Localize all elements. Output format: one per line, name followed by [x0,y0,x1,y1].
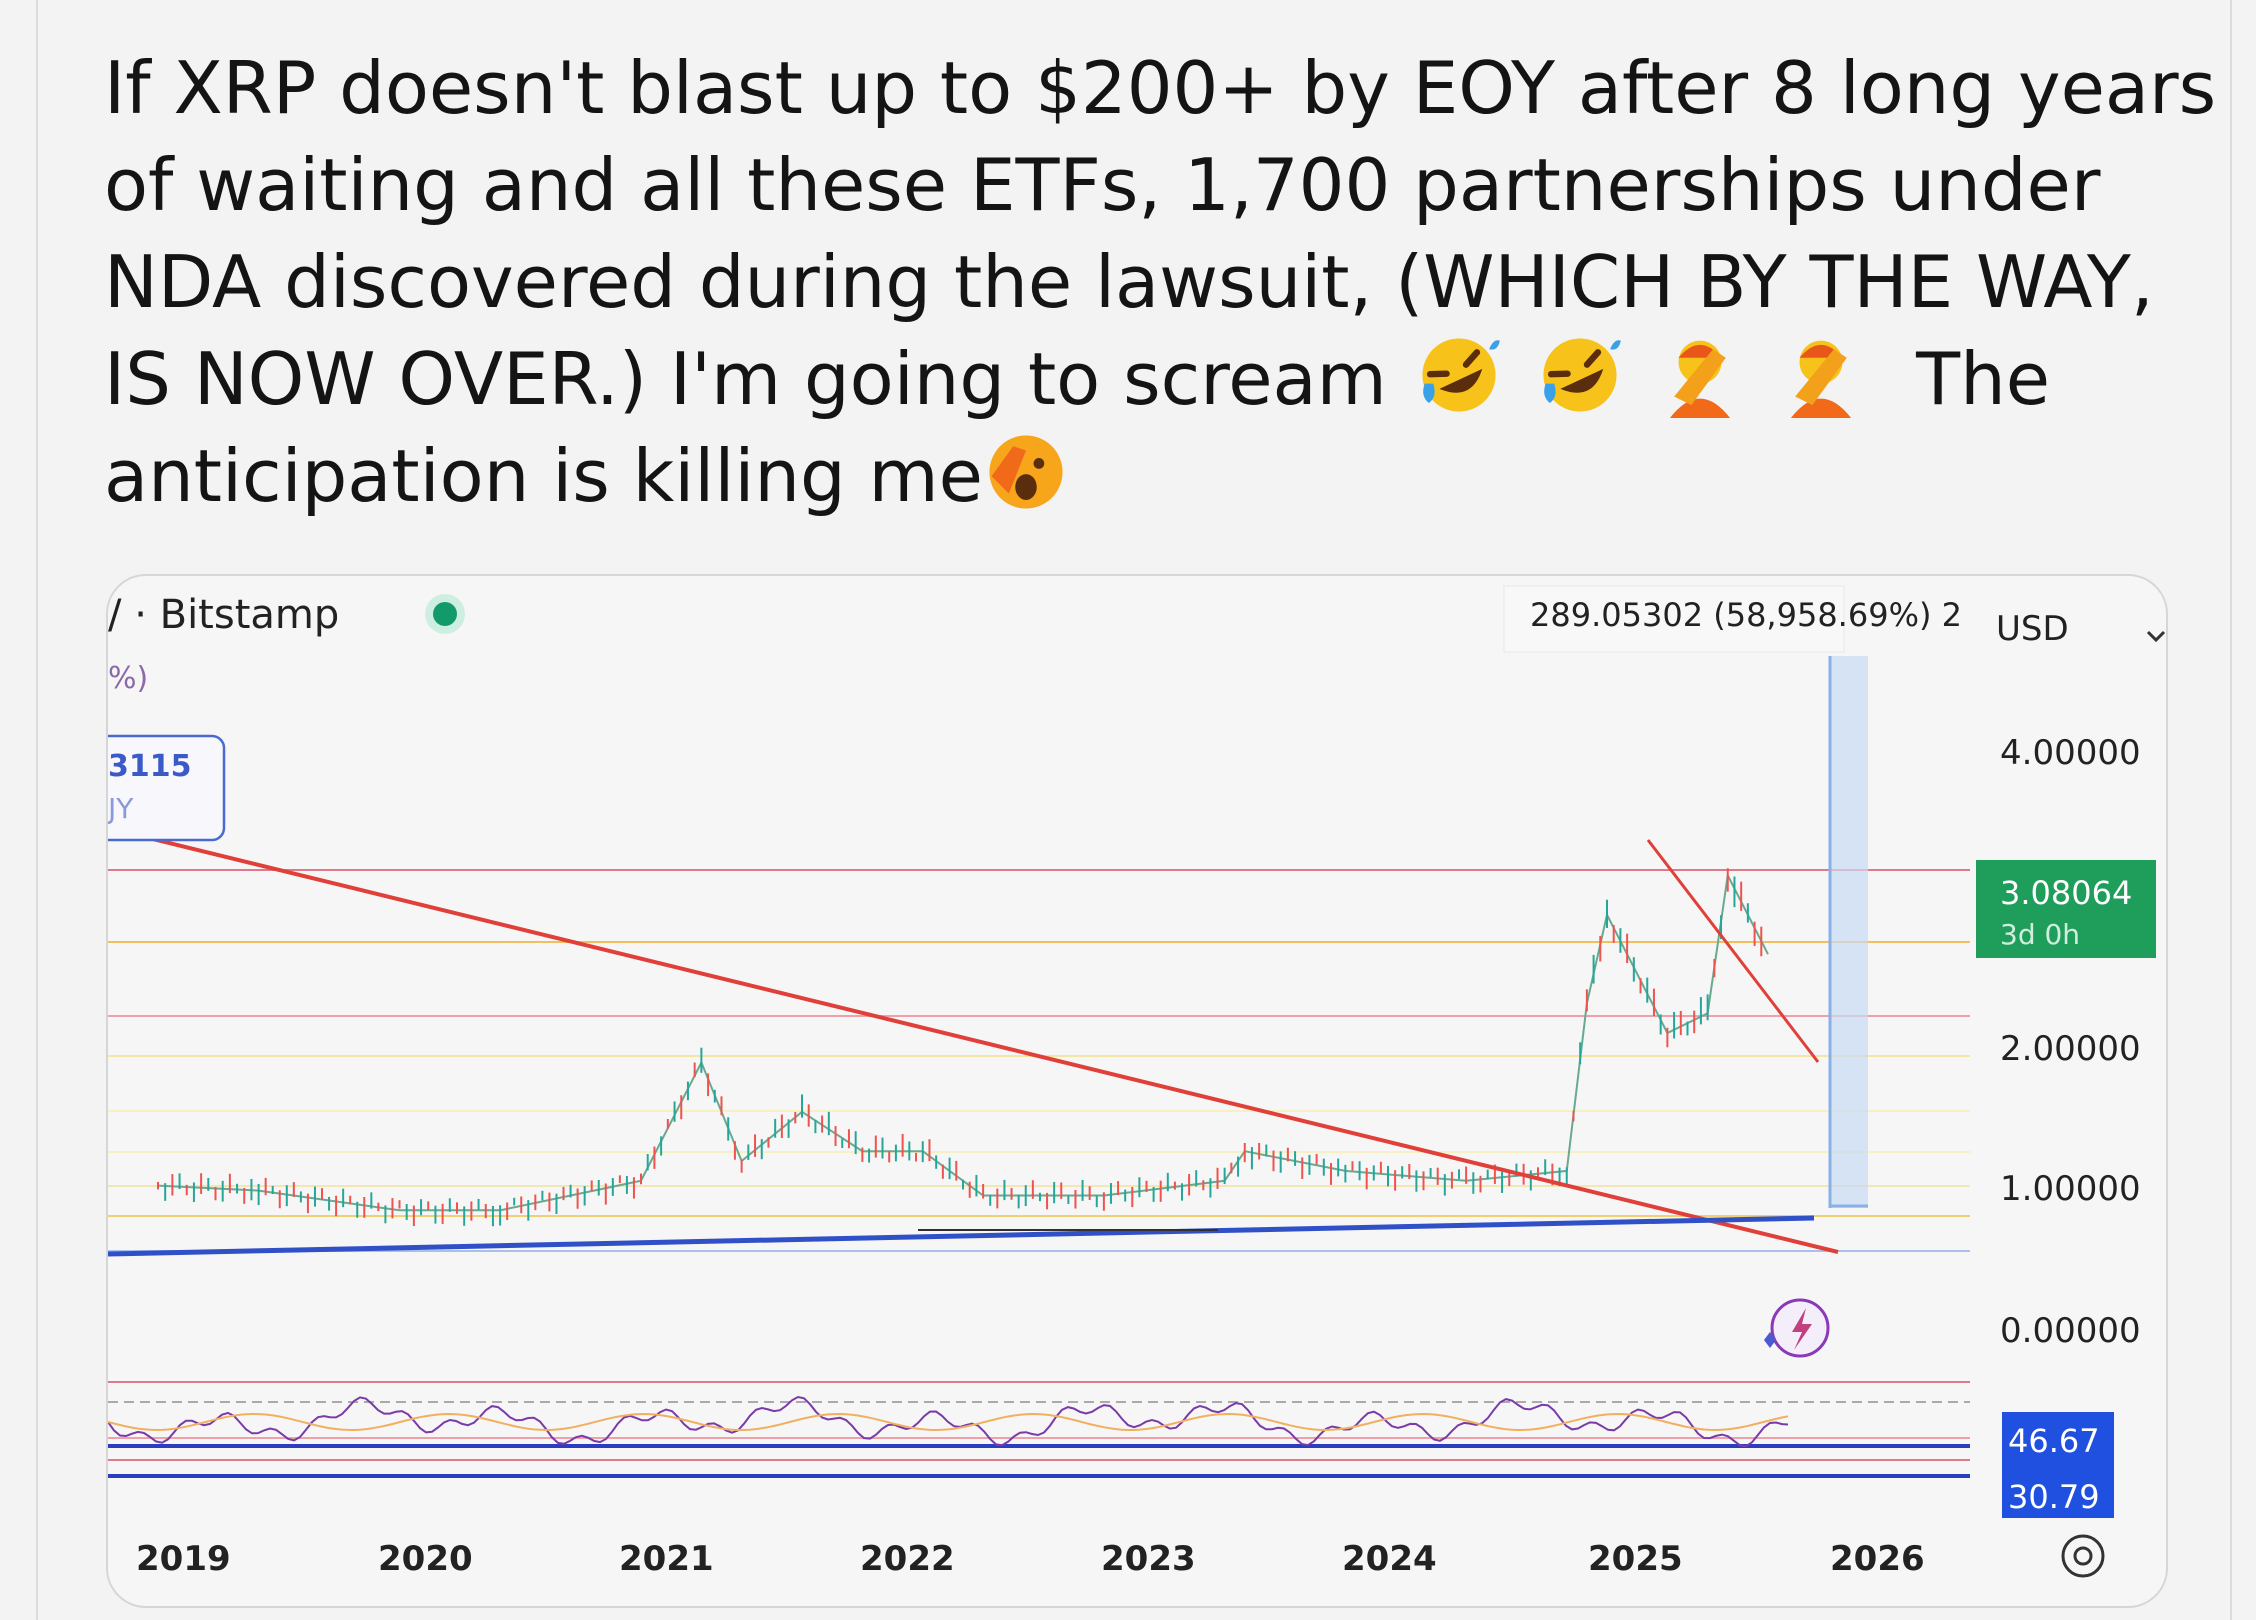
post-line-1: If XRP doesn't blast up to $200+ by EOY … [104,46,2217,130]
post-line-5-text: anticipation is killing me [104,434,983,518]
rolling-on-floor-laughing-icon [1543,338,1621,412]
chart-svg: / · Bitstamp %) 3115 JY 289.05302 (58,95… [108,585,2166,1579]
x-label-2021: 2021 [619,1539,714,1579]
live-dot [433,602,457,626]
y-label-2: 2.00000 [2000,1029,2141,1069]
face-with-hand-over-mouth-icon [989,435,1063,509]
measure-label: 289.05302 (58,958.69%) 2 [1530,596,1962,634]
left-border [36,0,38,1620]
lightning-icon[interactable] [1764,1298,1830,1358]
x-label-2026: 2026 [1830,1539,1925,1579]
y-label-0: 0.00000 [2000,1311,2141,1351]
woman-facepalming-icon [1791,340,1852,418]
measure-band [1830,656,1868,1208]
post-line-4: IS NOW OVER.) I'm going to scream The [104,331,2184,428]
currency-label[interactable]: USD [1996,609,2069,649]
x-label-2025: 2025 [1588,1539,1683,1579]
post-line-5: anticipation is killing me [104,428,2184,525]
x-label-2023: 2023 [1101,1539,1196,1579]
x-label-2019: 2019 [136,1539,231,1579]
target-icon[interactable] [2061,1534,2105,1578]
rsi-tag-1-value: 46.67 [2008,1422,2100,1460]
price-box-label: JY [108,792,134,825]
post-text: If XRP doesn't blast up to $200+ by EOY … [104,40,2217,525]
rsi-panel [108,1381,1970,1478]
woman-facepalming-icon [1670,340,1731,418]
exchange-label: / · Bitstamp [108,592,339,638]
candles [157,868,1763,1227]
price-series [157,872,1769,1212]
change-fragment: %) [108,661,148,696]
descending-trendline [108,826,1839,1254]
rsi-line [108,1395,1789,1448]
price-box-value: 3115 [108,749,192,784]
rsi-ma-line [108,1412,1789,1432]
chevron-down-icon[interactable] [2146,630,2166,643]
x-label-2024: 2024 [1342,1539,1437,1579]
ascending-support-line [108,1215,1815,1257]
local-downtrend-line [1646,839,1820,1063]
rsi-tag-2 [2002,1468,2114,1518]
current-price-countdown: 3d 0h [2000,918,2080,951]
x-label-2022: 2022 [860,1539,955,1579]
post-line-4-text: IS NOW OVER.) I'm going to scream [104,337,1387,421]
measure-label-box [1503,585,1845,653]
y-label-4: 4.00000 [2000,733,2141,773]
post-line-2: of waiting and all these ETFs, 1,700 par… [104,143,2101,227]
y-label-1: 1.00000 [2000,1169,2141,1209]
chart-card: / · Bitstamp %) 3115 JY 289.05302 (58,95… [106,574,2168,1608]
rsi-tag-1 [2002,1412,2114,1468]
current-price-value: 3.08064 [2000,874,2132,912]
x-label-2020: 2020 [378,1539,473,1579]
current-price-tag [1976,860,2156,958]
right-border [2230,0,2232,1620]
post-line-3: NDA discovered during the lawsuit, (WHIC… [104,240,2154,324]
post-line-4-tail: The [1916,337,2051,421]
price-box[interactable] [108,734,226,842]
rolling-on-floor-laughing-icon [1422,338,1500,412]
rsi-tag-2-value: 30.79 [2008,1478,2100,1516]
